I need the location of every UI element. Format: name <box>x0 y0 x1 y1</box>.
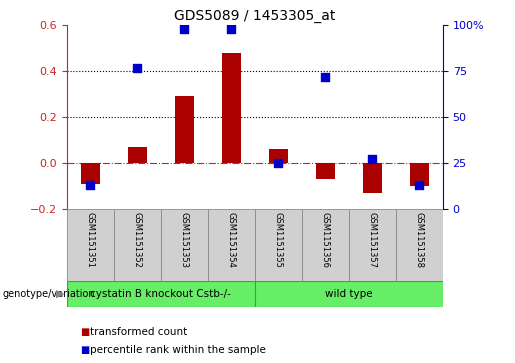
Bar <box>349 209 396 281</box>
Bar <box>255 209 302 281</box>
Text: ■: ■ <box>80 327 89 337</box>
Text: GSM1151356: GSM1151356 <box>321 212 330 268</box>
Point <box>180 26 188 32</box>
Text: GSM1151354: GSM1151354 <box>227 212 236 268</box>
Point <box>227 26 235 32</box>
Point <box>87 182 95 188</box>
Point <box>321 74 330 79</box>
Bar <box>269 149 288 163</box>
Bar <box>67 209 114 281</box>
Bar <box>81 163 100 184</box>
Text: ▶: ▶ <box>56 289 64 299</box>
Point <box>415 182 423 188</box>
Title: GDS5089 / 1453305_at: GDS5089 / 1453305_at <box>174 9 336 23</box>
Text: GSM1151352: GSM1151352 <box>133 212 142 268</box>
Bar <box>128 147 147 163</box>
Bar <box>175 97 194 163</box>
Bar <box>363 163 382 193</box>
Text: GSM1151355: GSM1151355 <box>274 212 283 268</box>
Point <box>274 160 283 166</box>
Text: cystatin B knockout Cstb-/-: cystatin B knockout Cstb-/- <box>91 289 231 299</box>
Bar <box>410 163 429 186</box>
Text: GSM1151351: GSM1151351 <box>86 212 95 268</box>
Bar <box>255 281 443 307</box>
Text: GSM1151353: GSM1151353 <box>180 212 189 268</box>
Text: GSM1151358: GSM1151358 <box>415 212 424 268</box>
Text: ■: ■ <box>80 344 89 355</box>
Text: transformed count: transformed count <box>90 327 187 337</box>
Text: percentile rank within the sample: percentile rank within the sample <box>90 344 266 355</box>
Bar <box>161 209 208 281</box>
Text: genotype/variation: genotype/variation <box>3 289 95 299</box>
Text: wild type: wild type <box>325 289 373 299</box>
Bar <box>222 53 241 163</box>
Bar <box>316 163 335 179</box>
Point <box>133 65 142 70</box>
Bar <box>208 209 255 281</box>
Point <box>368 156 376 162</box>
Bar <box>302 209 349 281</box>
Bar <box>114 209 161 281</box>
Bar <box>396 209 443 281</box>
Bar <box>67 281 255 307</box>
Text: GSM1151357: GSM1151357 <box>368 212 377 268</box>
